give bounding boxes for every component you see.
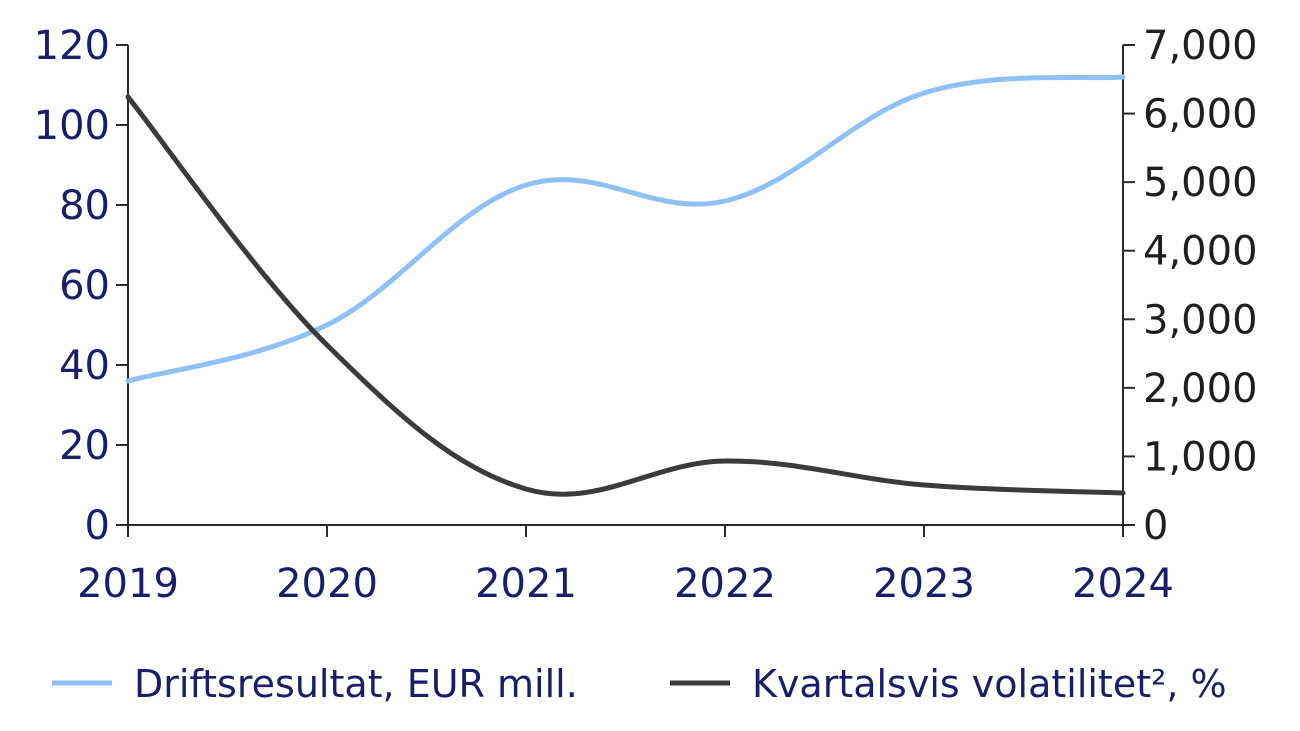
y-left-tick-label: 80 <box>59 183 110 229</box>
y-right-tick-label: 7,000 <box>1143 23 1258 69</box>
x-tick-label: 2021 <box>475 561 577 607</box>
legend: Driftsresultat, EUR mill. Kvartalsvis vo… <box>52 662 1227 706</box>
y-right-tick-label: 1,000 <box>1143 434 1258 480</box>
y-right-tick-label: 0 <box>1143 503 1168 549</box>
y-right-tick-label: 6,000 <box>1143 92 1258 138</box>
x-tick-label: 2020 <box>276 561 378 607</box>
y-left-tick-label: 0 <box>85 503 110 549</box>
y-left-tick-label: 120 <box>34 23 110 69</box>
y-right-tick-label: 3,000 <box>1143 297 1258 343</box>
x-tick-label: 2023 <box>873 561 975 607</box>
y-left-tick-label: 40 <box>59 343 110 389</box>
legend-label-driftsresultat: Driftsresultat, EUR mill. <box>134 662 578 706</box>
series-layer <box>125 74 1126 497</box>
x-tick-label: 2024 <box>1072 561 1174 607</box>
legend-label-volatilitet: Kvartalsvis volatilitet², % <box>752 662 1227 706</box>
y-left-tick-label: 60 <box>59 263 110 309</box>
series-line-driftsresultat <box>125 74 1126 384</box>
y-left-tick-label: 20 <box>59 423 110 469</box>
x-tick-label: 2022 <box>674 561 776 607</box>
series-line-volatilitet <box>125 94 1126 497</box>
y-left-tick-label: 100 <box>34 103 110 149</box>
y-right-tick-label: 2,000 <box>1143 366 1258 412</box>
axes: 0 20 40 60 80 100 120 0 1,000 2,000 3,000 4,000 5,00… <box>34 23 1258 607</box>
y-right-tick-label: 4,000 <box>1143 229 1258 275</box>
x-tick-label: 2019 <box>77 561 179 607</box>
y-right-tick-label: 5,000 <box>1143 160 1258 206</box>
